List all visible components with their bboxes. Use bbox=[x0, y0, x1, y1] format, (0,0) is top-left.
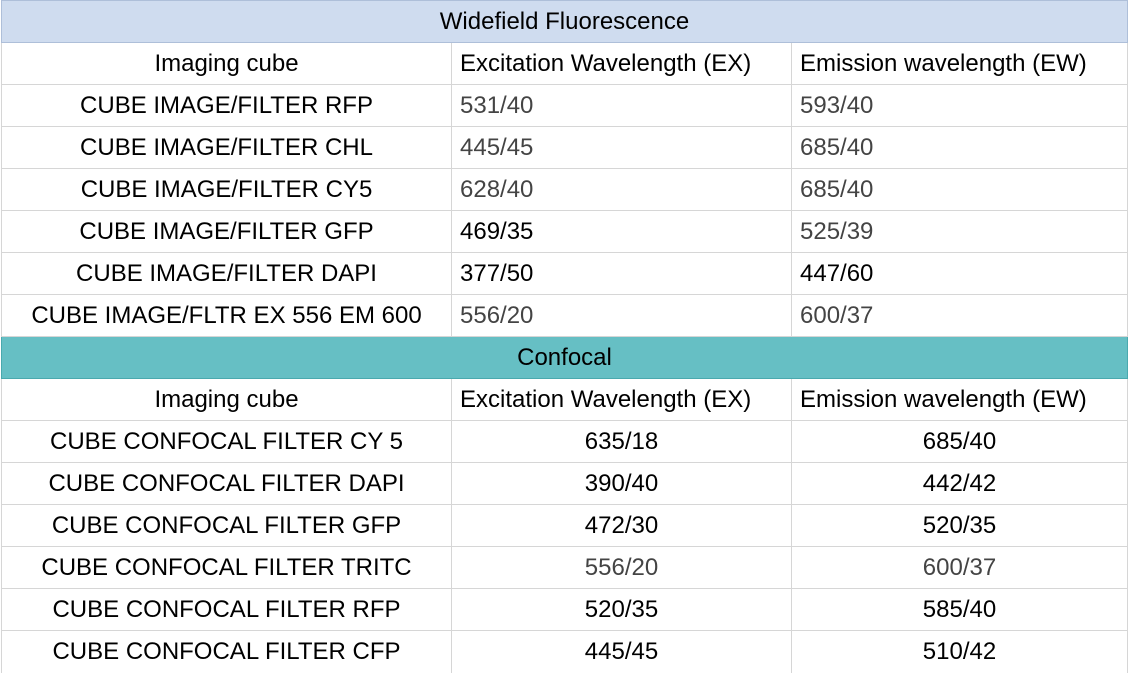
excitation-cell[interactable]: 556/20 bbox=[451, 294, 792, 337]
header-imaging-cube[interactable]: Imaging cube bbox=[1, 378, 452, 421]
table-row: CUBE IMAGE/FILTER CY5 628/40 685/40 bbox=[1, 168, 1128, 211]
emission-cell[interactable]: 685/40 bbox=[791, 126, 1128, 169]
table-row: CUBE IMAGE/FILTER CHL 445/45 685/40 bbox=[1, 126, 1128, 169]
excitation-cell[interactable]: 445/45 bbox=[451, 126, 792, 169]
emission-cell[interactable]: 600/37 bbox=[791, 546, 1128, 589]
cube-name-cell[interactable]: CUBE IMAGE/FLTR EX 556 EM 600 bbox=[1, 294, 452, 337]
cube-name-cell[interactable]: CUBE CONFOCAL FILTER CY 5 bbox=[1, 420, 452, 463]
excitation-cell[interactable]: 377/50 bbox=[451, 252, 792, 295]
cube-name-cell[interactable]: CUBE CONFOCAL FILTER DAPI bbox=[1, 462, 452, 505]
emission-cell[interactable]: 593/40 bbox=[791, 84, 1128, 127]
emission-cell[interactable]: 585/40 bbox=[791, 588, 1128, 631]
table-row: CUBE IMAGE/FLTR EX 556 EM 600 556/20 600… bbox=[1, 294, 1128, 337]
confocal-section-header: Confocal bbox=[1, 336, 1128, 379]
header-excitation[interactable]: Excitation Wavelength (EX) bbox=[451, 378, 792, 421]
widefield-section-header: Widefield Fluorescence bbox=[1, 0, 1128, 43]
emission-cell[interactable]: 525/39 bbox=[791, 210, 1128, 253]
excitation-cell[interactable]: 469/35 bbox=[451, 210, 792, 253]
table-row: CUBE CONFOCAL FILTER GFP 472/30 520/35 bbox=[1, 504, 1128, 547]
widefield-title[interactable]: Widefield Fluorescence bbox=[1, 0, 1128, 43]
excitation-cell[interactable]: 445/45 bbox=[451, 630, 792, 673]
emission-cell[interactable]: 685/40 bbox=[791, 168, 1128, 211]
excitation-cell[interactable]: 390/40 bbox=[451, 462, 792, 505]
emission-cell[interactable]: 447/60 bbox=[791, 252, 1128, 295]
cube-name-cell[interactable]: CUBE IMAGE/FILTER RFP bbox=[1, 84, 452, 127]
table-row: CUBE IMAGE/FILTER GFP 469/35 525/39 bbox=[1, 210, 1128, 253]
table-row: CUBE IMAGE/FILTER DAPI 377/50 447/60 bbox=[1, 252, 1128, 295]
cube-name-cell[interactable]: CUBE CONFOCAL FILTER GFP bbox=[1, 504, 452, 547]
emission-cell[interactable]: 520/35 bbox=[791, 504, 1128, 547]
emission-cell[interactable]: 600/37 bbox=[791, 294, 1128, 337]
emission-cell[interactable]: 685/40 bbox=[791, 420, 1128, 463]
excitation-cell[interactable]: 635/18 bbox=[451, 420, 792, 463]
table-row: CUBE CONFOCAL FILTER CFP 445/45 510/42 bbox=[1, 630, 1128, 673]
header-imaging-cube[interactable]: Imaging cube bbox=[1, 42, 452, 85]
header-excitation[interactable]: Excitation Wavelength (EX) bbox=[451, 42, 792, 85]
table-row: CUBE CONFOCAL FILTER DAPI 390/40 442/42 bbox=[1, 462, 1128, 505]
table-row: CUBE CONFOCAL FILTER RFP 520/35 585/40 bbox=[1, 588, 1128, 631]
header-emission[interactable]: Emission wavelength (EW) bbox=[791, 42, 1128, 85]
table-row: CUBE CONFOCAL FILTER CY 5 635/18 685/40 bbox=[1, 420, 1128, 463]
excitation-cell[interactable]: 531/40 bbox=[451, 84, 792, 127]
excitation-cell[interactable]: 628/40 bbox=[451, 168, 792, 211]
cube-name-cell[interactable]: CUBE IMAGE/FILTER GFP bbox=[1, 210, 452, 253]
table-row: CUBE IMAGE/FILTER RFP 531/40 593/40 bbox=[1, 84, 1128, 127]
emission-cell[interactable]: 510/42 bbox=[791, 630, 1128, 673]
table-row: CUBE CONFOCAL FILTER TRITC 556/20 600/37 bbox=[1, 546, 1128, 589]
cube-name-cell[interactable]: CUBE IMAGE/FILTER CHL bbox=[1, 126, 452, 169]
emission-cell[interactable]: 442/42 bbox=[791, 462, 1128, 505]
cube-name-cell[interactable]: CUBE CONFOCAL FILTER RFP bbox=[1, 588, 452, 631]
cube-name-cell[interactable]: CUBE IMAGE/FILTER DAPI bbox=[1, 252, 452, 295]
cube-name-cell[interactable]: CUBE CONFOCAL FILTER TRITC bbox=[1, 546, 452, 589]
excitation-cell[interactable]: 556/20 bbox=[451, 546, 792, 589]
excitation-cell[interactable]: 472/30 bbox=[451, 504, 792, 547]
header-emission[interactable]: Emission wavelength (EW) bbox=[791, 378, 1128, 421]
confocal-title[interactable]: Confocal bbox=[1, 336, 1128, 379]
widefield-column-headers: Imaging cube Excitation Wavelength (EX) … bbox=[1, 42, 1128, 85]
cube-name-cell[interactable]: CUBE IMAGE/FILTER CY5 bbox=[1, 168, 452, 211]
excitation-cell[interactable]: 520/35 bbox=[451, 588, 792, 631]
confocal-column-headers: Imaging cube Excitation Wavelength (EX) … bbox=[1, 378, 1128, 421]
cube-name-cell[interactable]: CUBE CONFOCAL FILTER CFP bbox=[1, 630, 452, 673]
